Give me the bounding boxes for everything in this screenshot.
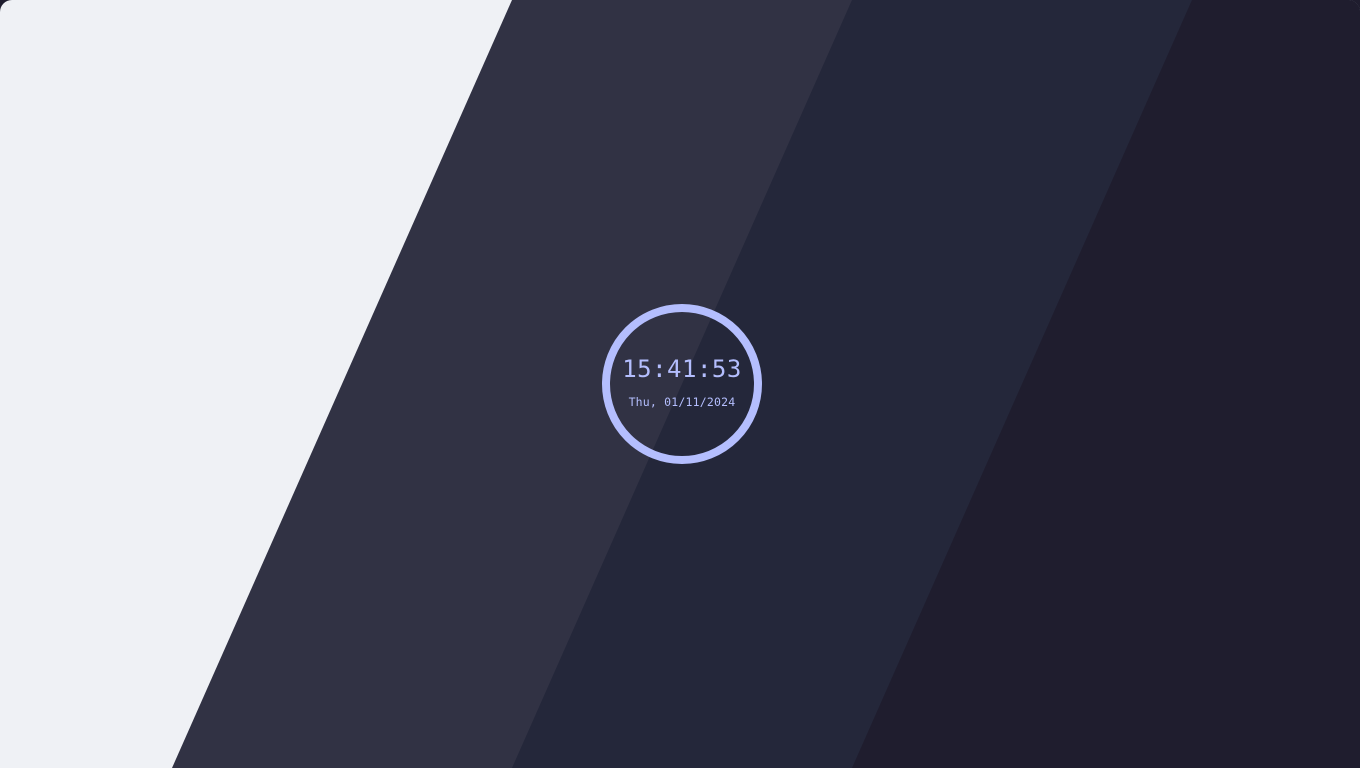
clock-date: Thu, 01/11/2024 bbox=[628, 395, 736, 409]
clock-widget: 15:41:53 Thu, 01/11/2024 bbox=[602, 304, 762, 464]
clock-time: 15:41:53 bbox=[622, 355, 742, 383]
